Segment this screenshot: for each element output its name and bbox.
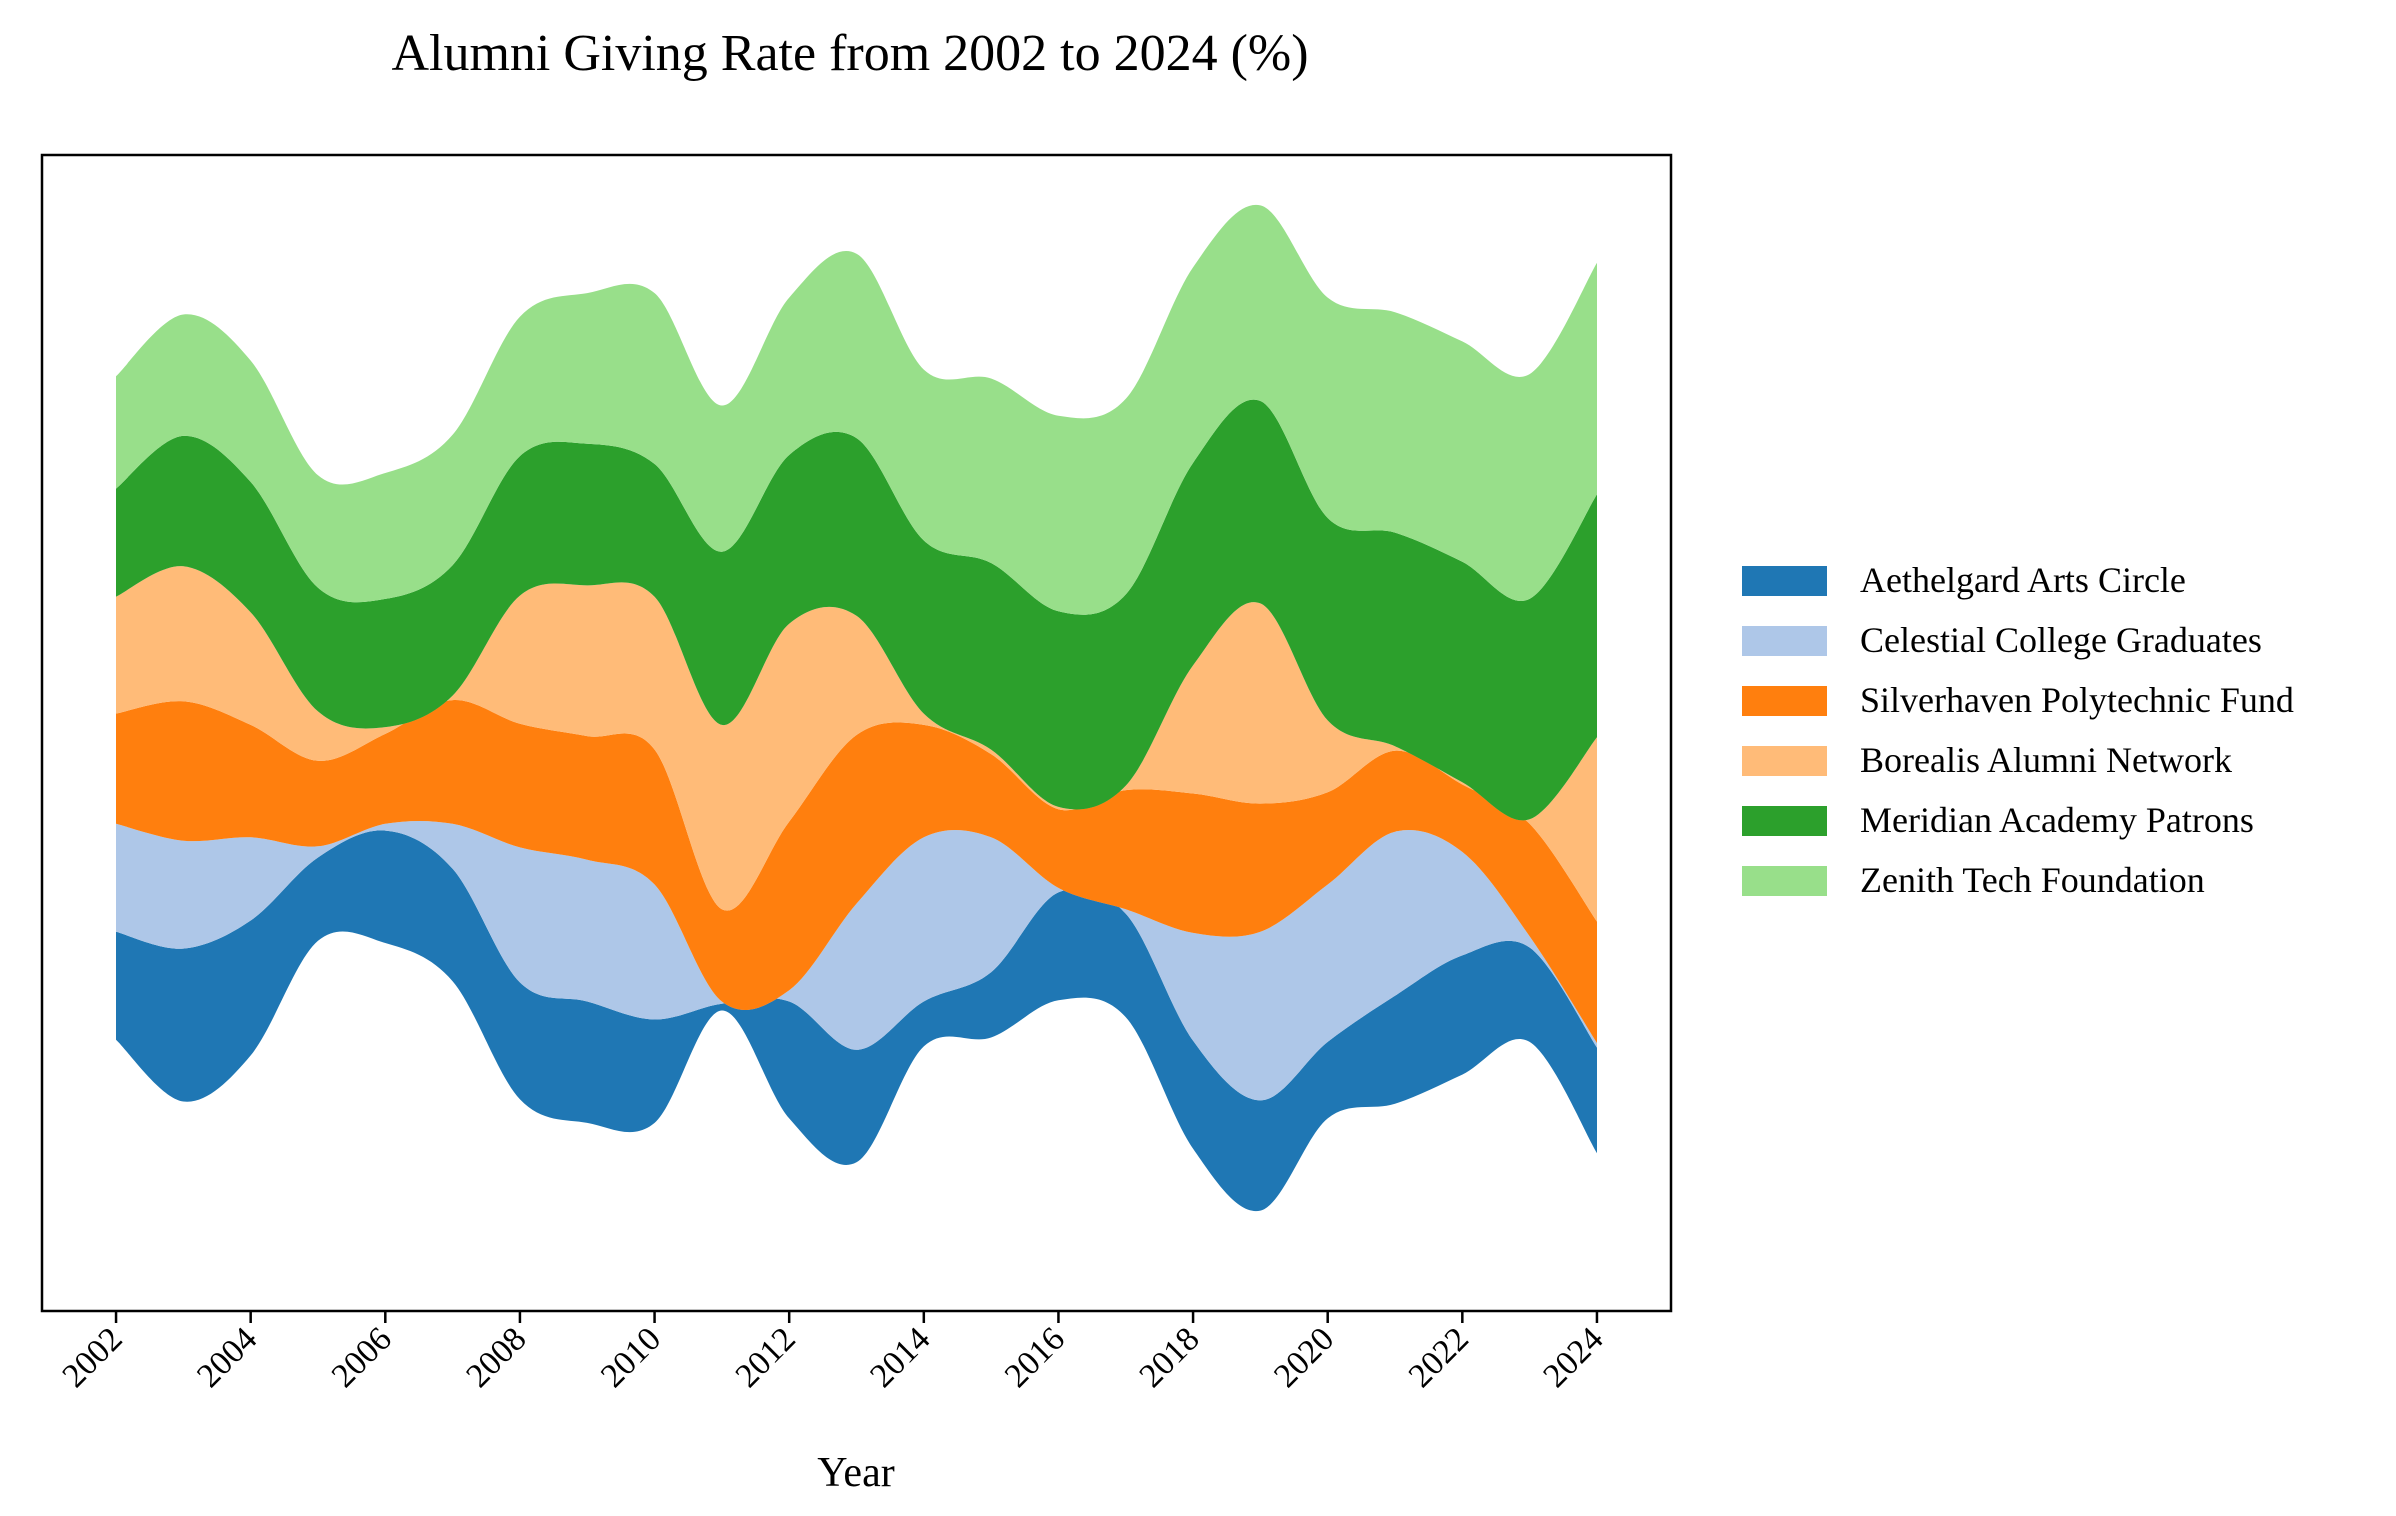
legend-label: Aethelgard Arts Circle <box>1860 560 2186 600</box>
stream-layer-meridian-academy-patrons <box>116 399 1597 821</box>
x-tick-label: 2006 <box>325 1320 399 1394</box>
stream-layers <box>116 204 1597 1212</box>
legend-swatch <box>1742 626 1827 656</box>
x-tick-label: 2004 <box>190 1320 264 1394</box>
stream-layer-celestial-college-graduates <box>116 820 1597 1101</box>
legend-swatch <box>1742 866 1827 896</box>
stream-layer-borealis-alumni-network <box>116 566 1597 922</box>
x-tick-label: 2002 <box>55 1320 129 1394</box>
plot-frame <box>40 153 1673 1313</box>
x-tick-label: 2020 <box>1267 1320 1341 1394</box>
x-tick-label: 2012 <box>729 1320 803 1394</box>
x-tick-label: 2014 <box>863 1320 937 1394</box>
legend-label: Borealis Alumni Network <box>1860 740 2232 780</box>
x-tick-label: 2010 <box>594 1320 668 1394</box>
legend: Aethelgard Arts Circle Celestial College … <box>1742 560 2294 900</box>
x-tick-label: 2016 <box>998 1320 1072 1394</box>
stream-layer-zenith-tech-foundation <box>116 204 1597 615</box>
x-tick-label: 2022 <box>1402 1320 1476 1394</box>
x-axis-label: Year <box>817 1450 894 1496</box>
stream-layer-silverhaven-polytechnic-fund <box>116 699 1597 1044</box>
legend-label: Zenith Tech Foundation <box>1860 860 2205 900</box>
x-axis: 2002 2004 2006 2008 2010 2012 2014 2016 2018 2020… <box>55 1311 1611 1395</box>
legend-swatch <box>1742 806 1827 836</box>
legend-label: Celestial College Graduates <box>1860 620 2262 660</box>
legend-swatch <box>1742 566 1827 596</box>
legend-label: Silverhaven Polytechnic Fund <box>1860 680 2294 720</box>
stream-layer-aethelgard-arts-circle <box>116 830 1597 1212</box>
x-tick-label: 2008 <box>459 1320 533 1394</box>
legend-swatch <box>1742 746 1827 776</box>
chart-title: Alumni Giving Rate from 2002 to 2024 (%) <box>391 25 1308 82</box>
legend-swatch <box>1742 686 1827 716</box>
legend-label: Meridian Academy Patrons <box>1860 800 2254 840</box>
x-tick-label: 2018 <box>1132 1320 1206 1394</box>
x-tick-label: 2024 <box>1536 1320 1610 1394</box>
